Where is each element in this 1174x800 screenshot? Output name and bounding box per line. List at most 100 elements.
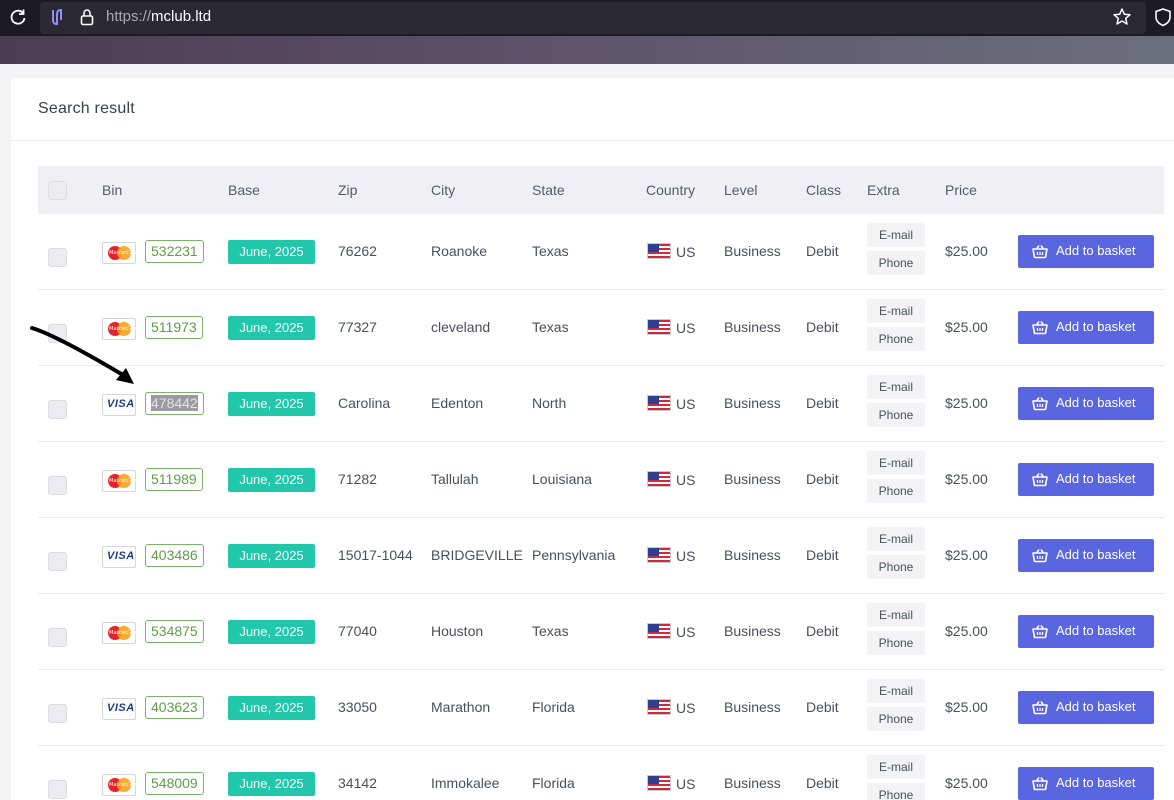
state-cell: North	[532, 395, 567, 411]
bin-badge: 478442	[145, 392, 204, 415]
header-state[interactable]: State	[532, 182, 565, 198]
header-price[interactable]: Price	[945, 182, 977, 198]
us-flag-icon	[647, 699, 671, 715]
basket-icon	[1032, 549, 1048, 563]
zip-cell: 33050	[338, 699, 377, 715]
address-bar[interactable]	[40, 2, 1146, 34]
city-cell: Roanoke	[431, 243, 488, 259]
url-host: mclub.ltd	[151, 8, 212, 25]
add-to-basket-button[interactable]: Add to basket	[1018, 311, 1154, 344]
add-to-basket-button[interactable]: Add to basket	[1018, 539, 1154, 572]
add-to-basket-button[interactable]: Add to basket	[1018, 691, 1154, 724]
zip-cell: 71282	[338, 471, 377, 487]
base-badge: June, 2025	[228, 316, 315, 340]
zip-cell: 15017-1044	[338, 547, 413, 563]
country-cell: US	[676, 244, 696, 260]
extra-phone-tag: Phone	[867, 555, 925, 579]
add-to-basket-label: Add to basket	[1056, 547, 1136, 562]
extra-email-tag: E-mail	[867, 299, 925, 323]
row-checkbox[interactable]	[48, 552, 67, 571]
basket-icon	[1032, 473, 1048, 487]
country-cell: US	[676, 700, 696, 716]
price-cell: $25.00	[945, 243, 988, 259]
basket-icon	[1032, 397, 1048, 411]
add-to-basket-button[interactable]: Add to basket	[1018, 235, 1154, 268]
row-checkbox[interactable]	[48, 248, 67, 267]
header-bin[interactable]: Bin	[102, 182, 123, 198]
us-flag-icon	[647, 319, 671, 335]
state-cell: Florida	[532, 775, 575, 791]
extension-icon[interactable]	[50, 8, 66, 26]
row-checkbox[interactable]	[48, 704, 67, 723]
bin-badge: 532231	[145, 240, 204, 263]
base-badge: June, 2025	[228, 544, 315, 568]
add-to-basket-label: Add to basket	[1056, 319, 1136, 334]
price-cell: $25.00	[945, 623, 988, 639]
select-all-checkbox[interactable]	[48, 181, 67, 200]
header-base[interactable]: Base	[228, 182, 260, 198]
search-result-card: Search result Bin Base Zip City State Co…	[11, 78, 1174, 800]
table-row: MasterCard 534875 June, 2025 77040 Houst…	[38, 594, 1164, 670]
level-cell: Business	[724, 243, 781, 259]
extra-email-tag: E-mail	[867, 527, 925, 551]
mastercard-card-icon: MasterCard	[102, 774, 138, 796]
url-text[interactable]: https://mclub.ltd	[106, 8, 211, 25]
class-cell: Debit	[806, 699, 839, 715]
lock-icon[interactable]	[80, 8, 94, 26]
basket-icon	[1032, 321, 1048, 335]
class-cell: Debit	[806, 243, 839, 259]
add-to-basket-label: Add to basket	[1056, 395, 1136, 410]
extra-phone-tag: Phone	[867, 479, 925, 503]
row-checkbox[interactable]	[48, 628, 67, 647]
class-cell: Debit	[806, 775, 839, 791]
price-cell: $25.00	[945, 395, 988, 411]
bin-badge: 511989	[145, 468, 203, 491]
reload-icon[interactable]	[8, 7, 28, 27]
city-cell: cleveland	[431, 319, 491, 335]
level-cell: Business	[724, 699, 781, 715]
us-flag-icon	[647, 243, 671, 259]
header-class[interactable]: Class	[806, 182, 842, 198]
add-to-basket-button[interactable]: Add to basket	[1018, 463, 1154, 496]
mastercard-card-icon: MasterCard	[102, 318, 138, 340]
add-to-basket-button[interactable]: Add to basket	[1018, 767, 1154, 800]
state-cell: Pennsylvania	[532, 547, 616, 563]
header-country[interactable]: Country	[646, 182, 696, 198]
level-cell: Business	[724, 623, 781, 639]
level-cell: Business	[724, 547, 781, 563]
base-badge: June, 2025	[228, 772, 315, 796]
table-row: MasterCard 532231 June, 2025 76262 Roano…	[38, 214, 1164, 290]
extra-email-tag: E-mail	[867, 603, 925, 627]
row-checkbox[interactable]	[48, 780, 67, 799]
extra-email-tag: E-mail	[867, 679, 925, 703]
country-cell: US	[676, 472, 696, 488]
class-cell: Debit	[806, 623, 839, 639]
state-cell: Texas	[532, 319, 569, 335]
price-cell: $25.00	[945, 699, 988, 715]
site-header	[0, 36, 1174, 64]
header-zip[interactable]: Zip	[338, 182, 358, 198]
us-flag-icon	[647, 623, 671, 639]
add-to-basket-button[interactable]: Add to basket	[1018, 615, 1154, 648]
visa-card-icon: VISA	[102, 698, 136, 720]
extra-phone-tag: Phone	[867, 403, 925, 427]
us-flag-icon	[647, 775, 671, 791]
shield-icon[interactable]	[1154, 7, 1172, 27]
base-badge: June, 2025	[228, 620, 315, 644]
bookmark-star-icon[interactable]	[1112, 7, 1132, 27]
city-cell: Tallulah	[431, 471, 479, 487]
base-badge: June, 2025	[228, 240, 315, 264]
extra-email-tag: E-mail	[867, 755, 925, 779]
header-extra[interactable]: Extra	[867, 182, 900, 198]
add-to-basket-button[interactable]: Add to basket	[1018, 387, 1154, 420]
row-checkbox[interactable]	[48, 400, 67, 419]
city-cell: Marathon	[431, 699, 491, 715]
level-cell: Business	[724, 395, 781, 411]
extra-email-tag: E-mail	[867, 451, 925, 475]
row-checkbox[interactable]	[48, 476, 67, 495]
city-cell: Houston	[431, 623, 484, 639]
header-city[interactable]: City	[431, 182, 456, 198]
country-cell: US	[676, 396, 696, 412]
header-level[interactable]: Level	[724, 182, 758, 198]
price-cell: $25.00	[945, 547, 988, 563]
